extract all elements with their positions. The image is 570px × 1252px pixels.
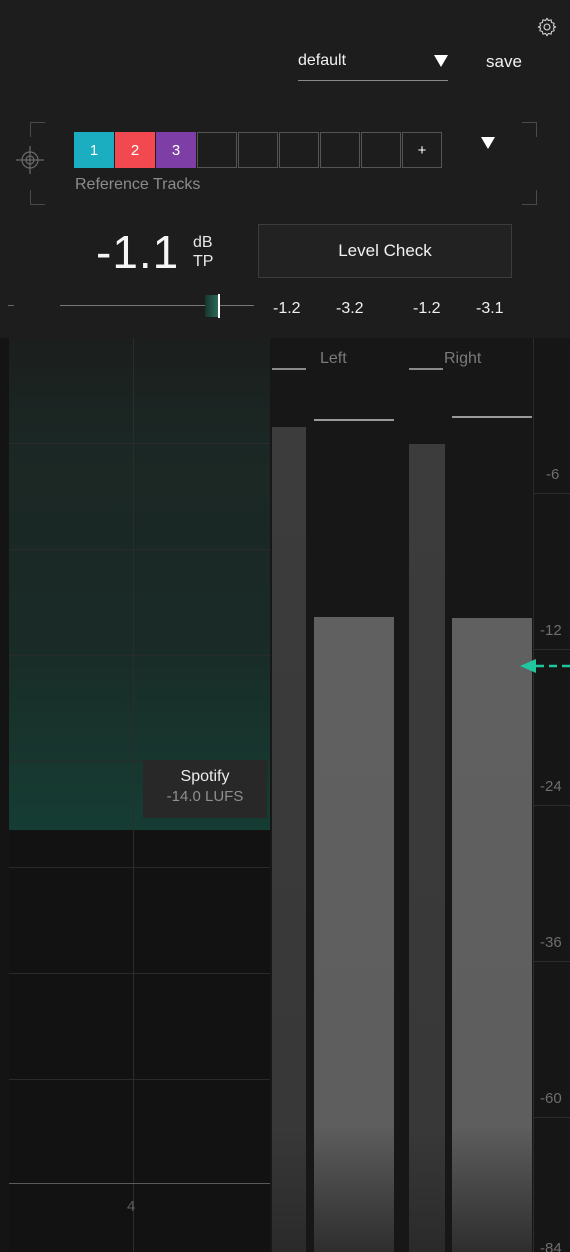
reference-slot-4[interactable] <box>197 132 237 168</box>
left-rms-readout: -3.2 <box>336 300 364 317</box>
scale-tick-label: -24 <box>540 778 562 795</box>
grid-line <box>9 1079 270 1080</box>
reference-slot-1[interactable]: 1 <box>74 132 114 168</box>
right-channel-label: Right <box>444 350 482 367</box>
scale-tick-label: -36 <box>540 934 562 951</box>
target-loudness-band <box>9 338 270 830</box>
target-level-arrow-icon[interactable] <box>520 656 570 676</box>
right-rms-peak-hold <box>452 416 532 418</box>
gear-icon[interactable] <box>536 16 558 38</box>
crosshair-icon[interactable] <box>16 146 44 174</box>
true-peak-unit-tp: TP <box>193 253 214 270</box>
target-platform-name: Spotify <box>180 768 230 785</box>
scale-grid-line <box>534 961 570 962</box>
slot-label: 2 <box>130 141 140 159</box>
preset-dropdown[interactable]: default <box>298 52 448 81</box>
frame-corner-tl <box>30 122 45 137</box>
left-peak-bar <box>272 427 306 1252</box>
db-scale: -6 -12 -24 -36 -60 -84 <box>533 338 570 1252</box>
grid-line <box>9 549 270 550</box>
target-platform-tooltip: Spotify -14.0 LUFS <box>143 760 267 818</box>
right-peak-readout: -1.2 <box>413 300 441 317</box>
grid-line-vertical <box>133 338 134 1252</box>
scale-tick-label: -12 <box>540 622 562 639</box>
scale-grid-line <box>534 493 570 494</box>
plus-icon: + <box>417 141 427 159</box>
reference-slot-3[interactable]: 3 <box>156 132 196 168</box>
scale-tick-label: -60 <box>540 1090 562 1107</box>
right-rms-bar <box>452 618 532 1252</box>
grid-line <box>9 761 270 762</box>
reference-slot-8[interactable] <box>361 132 401 168</box>
frame-corner-br <box>522 190 537 205</box>
reference-tracks-label: Reference Tracks <box>75 176 201 193</box>
frame-corner-tr <box>522 122 537 137</box>
scale-tick-label: -84 <box>540 1240 562 1252</box>
channel-meters: Left Right <box>270 338 533 1252</box>
reference-slot-5[interactable] <box>238 132 278 168</box>
history-baseline <box>9 1183 270 1184</box>
chevron-down-icon[interactable] <box>481 137 495 149</box>
grid-line <box>9 443 270 444</box>
scale-grid-line <box>534 805 570 806</box>
grid-line <box>9 655 270 656</box>
slider-track-left <box>8 305 14 306</box>
left-rms-peak-hold <box>314 419 394 421</box>
true-peak-slider-handle[interactable] <box>205 295 219 317</box>
scale-grid-line <box>534 649 570 650</box>
reference-track-slots: 1 2 3 + <box>74 132 443 168</box>
chevron-down-icon <box>434 55 448 67</box>
scale-grid-line <box>534 1117 570 1118</box>
add-reference-button[interactable]: + <box>402 132 442 168</box>
reference-slot-7[interactable] <box>320 132 360 168</box>
grid-line <box>9 973 270 974</box>
slot-label: 3 <box>171 141 181 159</box>
scale-tick-label: -6 <box>546 466 560 483</box>
reference-slot-6[interactable] <box>279 132 319 168</box>
level-check-button[interactable]: Level Check <box>258 224 512 278</box>
left-rms-bar <box>314 617 394 1252</box>
left-peak-hold-short <box>272 368 306 370</box>
loudness-history: 4 Spotify -14.0 LUFS <box>9 338 270 1252</box>
preset-name: default <box>298 52 347 69</box>
history-x-label: 4 <box>127 1198 136 1215</box>
left-channel-label: Left <box>320 350 347 367</box>
grid-line <box>9 867 270 868</box>
right-rms-readout: -3.1 <box>476 300 504 317</box>
target-platform-loudness: -14.0 LUFS <box>166 788 244 805</box>
true-peak-unit-db: dB <box>193 234 213 251</box>
true-peak-slider-track[interactable] <box>60 305 254 306</box>
control-panel: default save 1 2 3 + Reference Tracks -1… <box>0 0 570 338</box>
reference-slot-2[interactable]: 2 <box>115 132 155 168</box>
level-check-label: Level Check <box>338 241 432 260</box>
loudness-meter: 4 Spotify -14.0 LUFS Left Right -6 -12 -… <box>0 338 570 1252</box>
save-button[interactable]: save <box>486 52 522 71</box>
slot-label: 1 <box>89 141 99 159</box>
frame-corner-bl <box>30 190 45 205</box>
left-peak-readout: -1.2 <box>273 300 301 317</box>
right-peak-hold-short <box>409 368 443 370</box>
true-peak-value: -1.1 <box>96 226 180 278</box>
true-peak-slider-marker <box>218 294 220 318</box>
right-peak-bar <box>409 444 445 1252</box>
